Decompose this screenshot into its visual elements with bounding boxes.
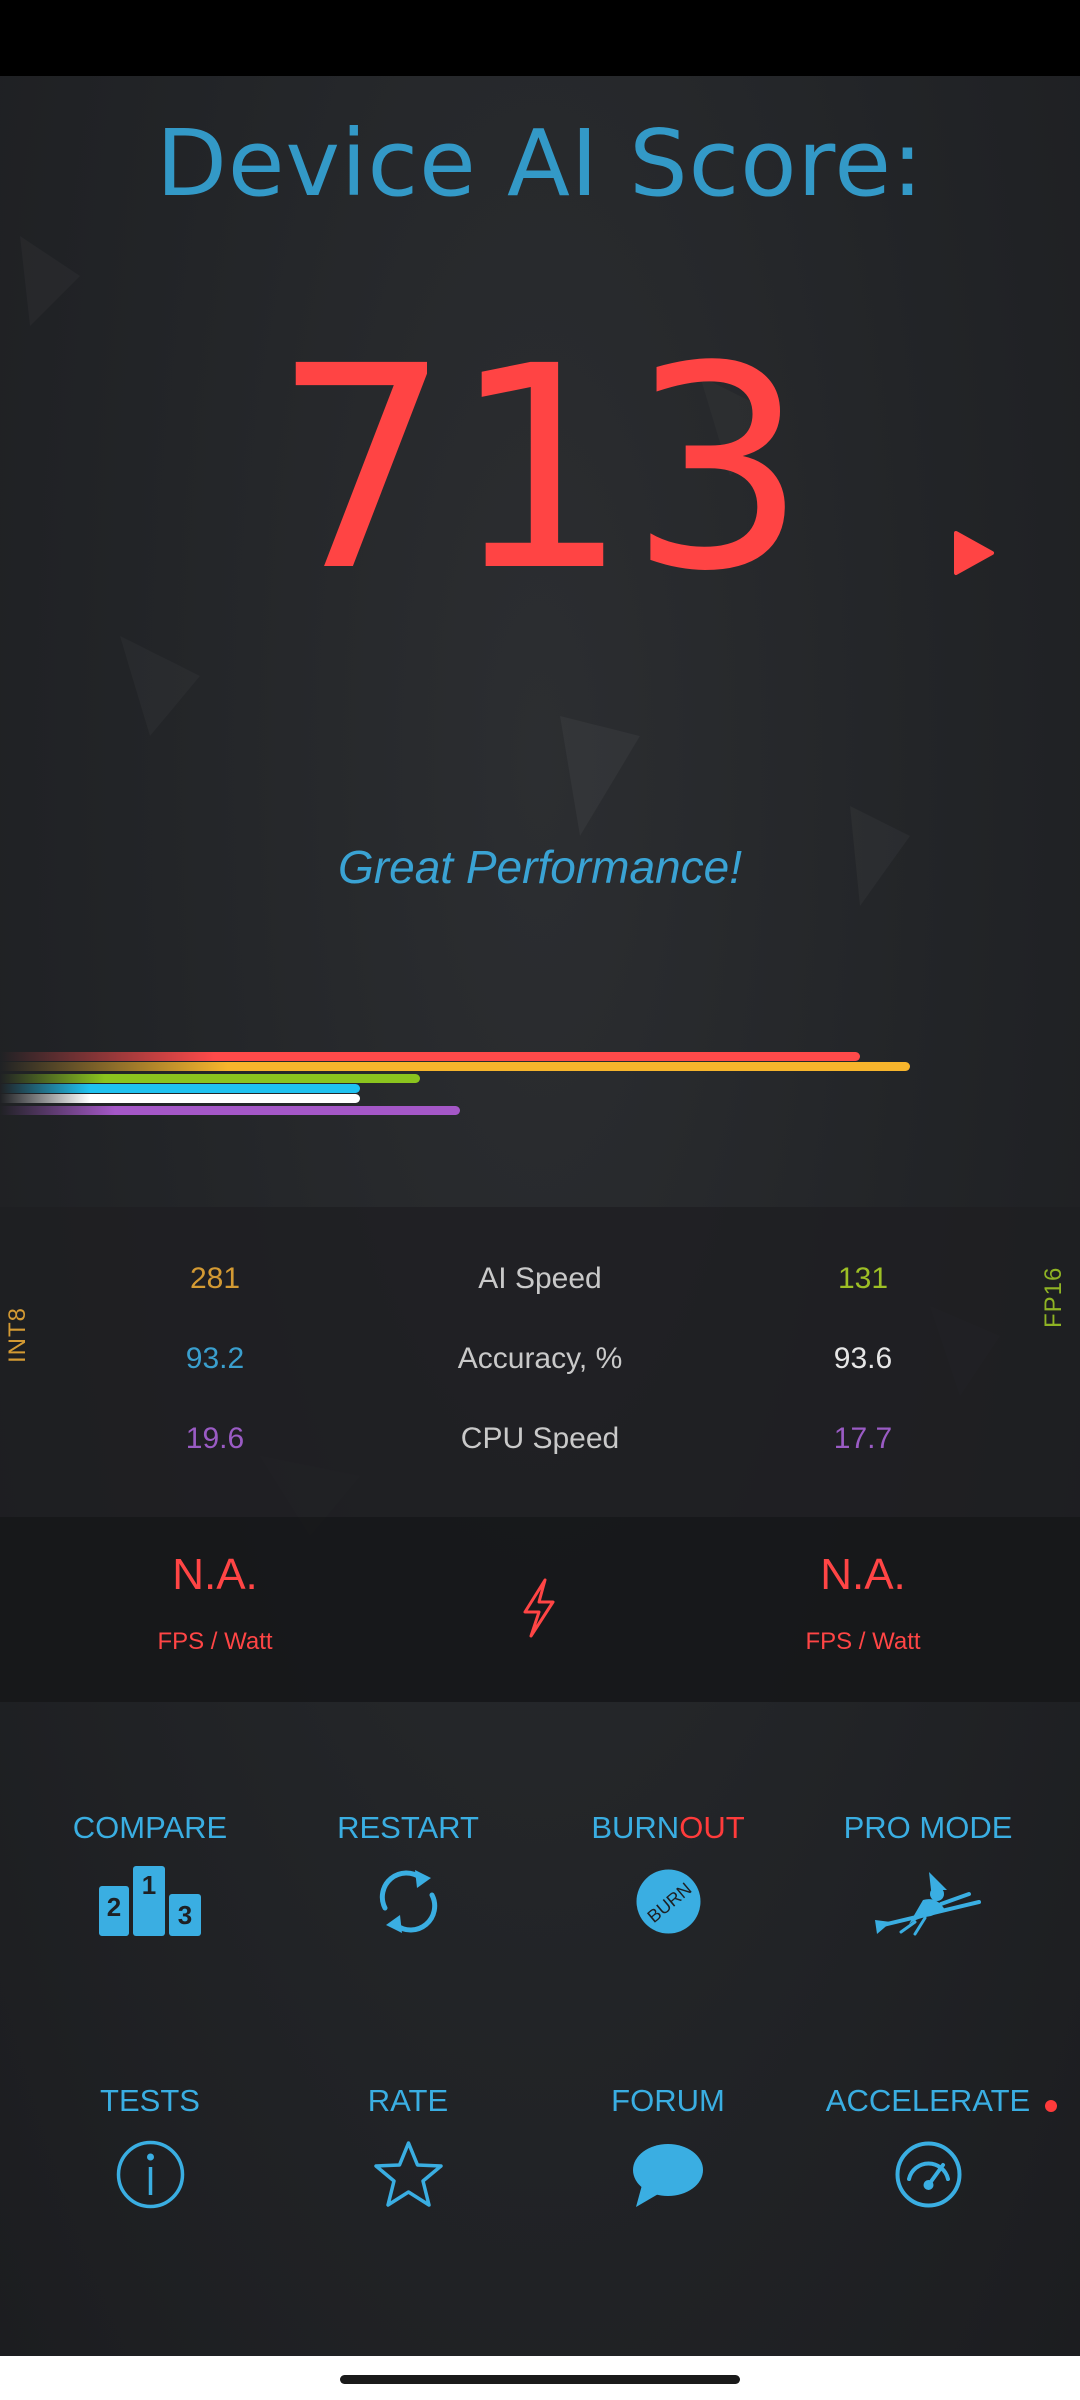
burnout-label-out: OUT — [679, 1810, 745, 1845]
navigation-bar — [0, 2356, 1080, 2400]
rate-label: RATE — [367, 2083, 449, 2118]
int8-value: 19.6 — [185, 1422, 245, 1455]
stat-label: AI Speed — [478, 1262, 602, 1295]
score-bar — [0, 1094, 360, 1103]
tests-button[interactable]: TESTS — [25, 2083, 275, 2212]
accelerate-button[interactable]: ACCELERATE — [803, 2083, 1053, 2212]
int8-value: 93.2 — [185, 1342, 245, 1375]
home-handle[interactable] — [340, 2375, 740, 2384]
int8-value: 281 — [189, 1262, 241, 1295]
chat-bubble-icon — [633, 2144, 703, 2207]
lightning-icon — [523, 1578, 555, 1638]
int8-label: INT8 — [4, 1306, 31, 1363]
gauge-icon — [895, 2141, 961, 2208]
stat-row: 281 AI Speed 131 — [0, 1262, 1080, 1322]
compare-label: COMPARE — [72, 1810, 228, 1845]
forum-label: FORUM — [611, 2083, 725, 2118]
left-fps-unit: FPS / Watt — [157, 1628, 273, 1655]
fp16-value: 131 — [837, 1262, 889, 1295]
compare-button[interactable]: COMPARE 2 1 3 — [25, 1810, 275, 1939]
score-bars — [0, 1040, 1080, 1120]
right-fps-value: N.A. — [820, 1550, 906, 1599]
pro-mode-label: PRO MODE — [843, 1810, 1013, 1845]
fp16-value: 17.7 — [833, 1422, 893, 1455]
left-fps-value: N.A. — [172, 1550, 258, 1599]
burnout-button[interactable]: BURNOUT BURN — [543, 1810, 793, 1939]
tests-label: TESTS — [100, 2083, 200, 2118]
info-icon — [116, 2140, 184, 2209]
stat-row: 19.6 CPU Speed 17.7 — [0, 1422, 1080, 1482]
page-title: Device AI Score: — [156, 110, 924, 217]
accelerate-label: ACCELERATE — [825, 2083, 1031, 2118]
stat-label: CPU Speed — [460, 1422, 620, 1455]
score-bar — [0, 1084, 360, 1093]
pro-mode-button[interactable]: PRO MODE — [803, 1810, 1053, 1939]
witch-icon — [874, 1872, 981, 1936]
score-bar — [0, 1052, 860, 1061]
refresh-icon — [379, 1870, 437, 1933]
stat-label: Accuracy, % — [457, 1342, 623, 1375]
notification-dot — [1045, 2100, 1057, 2112]
right-fps-unit: FPS / Watt — [805, 1628, 921, 1655]
stats-panel — [0, 1207, 1080, 1517]
stat-row: 93.2 Accuracy, % 93.6 — [0, 1342, 1080, 1402]
star-icon — [373, 2141, 443, 2207]
restart-label: RESTART — [337, 1810, 479, 1845]
burn-icon: BURN — [636, 1869, 700, 1934]
score-bar — [0, 1074, 420, 1083]
fp16-value: 93.6 — [833, 1342, 893, 1375]
status-bar — [0, 0, 1080, 76]
power-panel — [0, 1517, 1080, 1702]
burnout-label-burn: BURN — [591, 1810, 680, 1845]
restart-button[interactable]: RESTART — [283, 1810, 533, 1939]
performance-rating: Great Performance! — [338, 841, 742, 893]
fp16-label: FP16 — [1040, 1266, 1067, 1328]
rate-button[interactable]: RATE — [283, 2083, 533, 2212]
podium-icon: 2 1 3 — [99, 1866, 201, 1936]
background-triangles — [560, 716, 640, 836]
score-bar — [0, 1106, 460, 1115]
forum-button[interactable]: FORUM — [543, 2083, 793, 2212]
podium-third: 3 — [178, 1900, 192, 1930]
podium-first: 1 — [142, 1870, 156, 1900]
ai-score-value: 713 — [272, 307, 808, 633]
score-bar — [0, 1062, 910, 1071]
podium-second: 2 — [107, 1892, 121, 1922]
play-icon[interactable] — [950, 530, 996, 576]
